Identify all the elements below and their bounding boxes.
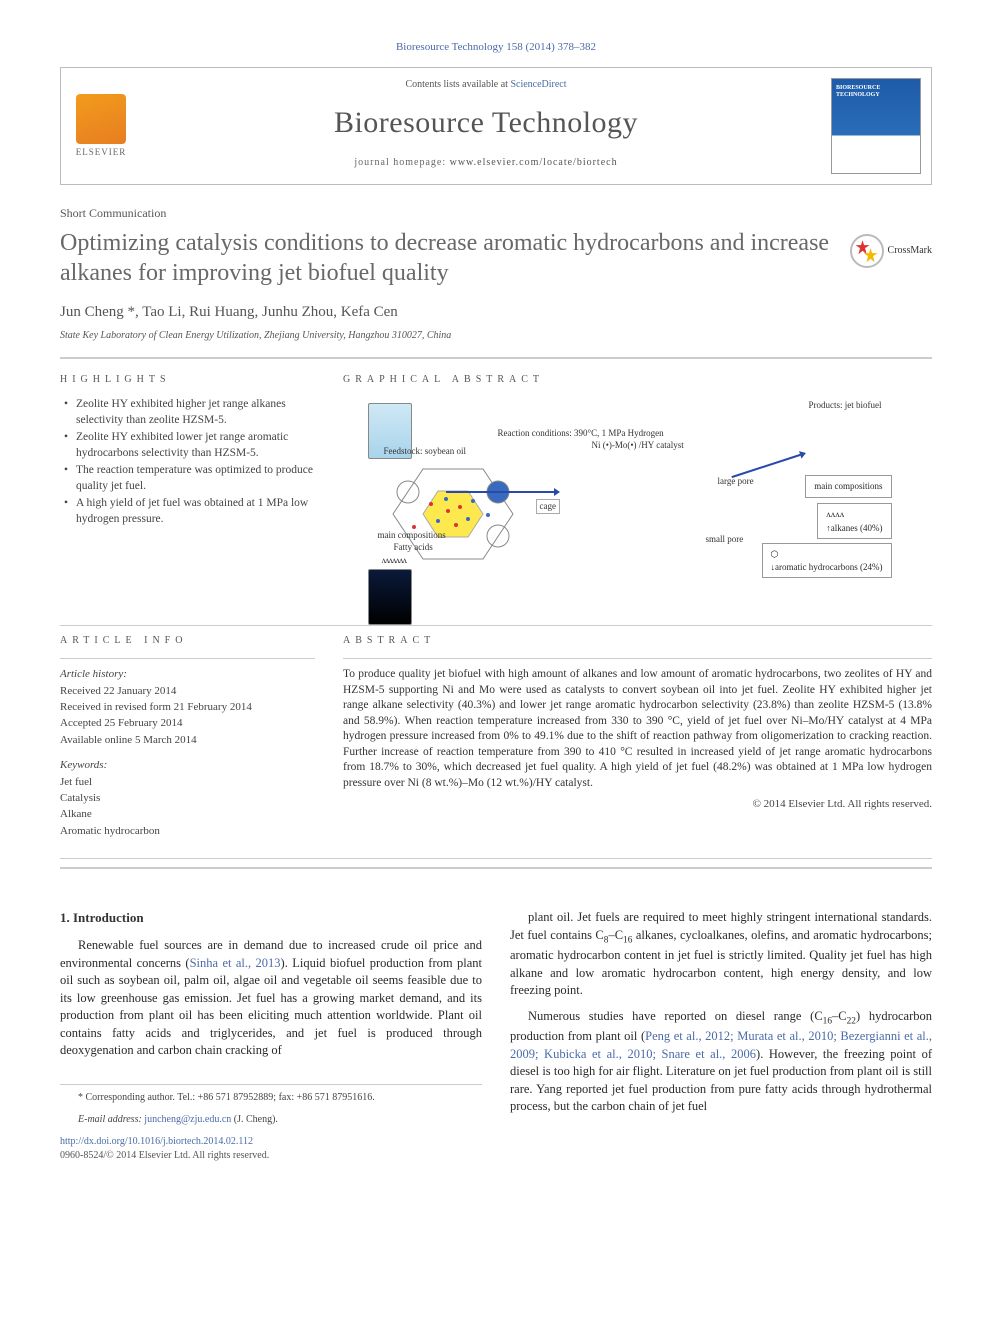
ga-feedstock-label: Feedstock: soybean oil (384, 445, 467, 458)
body-paragraph: Renewable fuel sources are in demand due… (60, 937, 482, 1060)
ga-cage-label: cage (536, 499, 560, 514)
graphical-abstract: Reaction conditions: 390°C, 1 MPa Hydrog… (343, 397, 932, 599)
ga-large-pore: large pore (718, 475, 754, 488)
journal-cover-thumb[interactable]: BIORESOURCE TECHNOLOGY (831, 78, 921, 174)
email-link[interactable]: juncheng@zju.edu.cn (144, 1114, 231, 1125)
elsevier-logo[interactable]: ELSEVIER (61, 68, 141, 184)
doi-link[interactable]: http://dx.doi.org/10.1016/j.biortech.201… (60, 1136, 253, 1147)
sciencedirect-link[interactable]: ScienceDirect (510, 79, 566, 90)
ga-main-comp: main compositions (805, 475, 891, 498)
graphical-abstract-label: GRAPHICAL ABSTRACT (343, 373, 932, 387)
highlight-item: Zeolite HY exhibited higher jet range al… (68, 397, 315, 428)
contents-available: Contents lists available at ScienceDirec… (141, 78, 831, 92)
abstract-label: ABSTRACT (343, 634, 932, 648)
footer-block: http://dx.doi.org/10.1016/j.biortech.201… (60, 1135, 482, 1163)
body-paragraph: Numerous studies have reported on diesel… (510, 1008, 932, 1116)
affiliation: State Key Laboratory of Clean Energy Uti… (60, 329, 932, 343)
section-heading: 1. Introduction (60, 909, 482, 927)
article-title: Optimizing catalysis conditions to decre… (60, 228, 834, 288)
crossmark-widget[interactable]: CrossMark (850, 234, 932, 268)
ga-alkanes: ᴧᴧᴧᴧ ↑alkanes (40%) (817, 503, 891, 539)
homepage-link[interactable]: www.elsevier.com/locate/biortech (450, 157, 618, 168)
journal-homepage: journal homepage: www.elsevier.com/locat… (141, 156, 831, 170)
highlights-label: HIGHLIGHTS (60, 373, 315, 387)
issn-copyright: 0960-8524/© 2014 Elsevier Ltd. All right… (60, 1150, 269, 1161)
crossmark-label: CrossMark (888, 244, 932, 258)
cover-title: BIORESOURCE TECHNOLOGY (832, 79, 920, 98)
highlights-list: Zeolite HY exhibited higher jet range al… (60, 397, 315, 527)
ga-product-img (368, 569, 412, 625)
journal-header: ELSEVIER Contents lists available at Sci… (60, 67, 932, 185)
ga-feedstock-comp2: Fatty acids (394, 541, 433, 554)
ga-aromatic: ⬡ ↓aromatic hydrocarbons (24%) (762, 543, 892, 578)
abstract-copyright: © 2014 Elsevier Ltd. All rights reserved… (343, 797, 932, 812)
author-list: Jun Cheng *, Tao Li, Rui Huang, Junhu Zh… (60, 302, 932, 323)
citation-line: Bioresource Technology 158 (2014) 378–38… (60, 40, 932, 55)
elsevier-label: ELSEVIER (76, 146, 127, 159)
ga-fatty-chain: ᴧᴧᴧᴧᴧᴧᴧ (382, 555, 407, 568)
footnote-block: * Corresponding author. Tel.: +86 571 87… (60, 1084, 482, 1127)
highlight-item: Zeolite HY exhibited lower jet range aro… (68, 430, 315, 461)
body-paragraph: plant oil. Jet fuels are required to mee… (510, 909, 932, 1000)
abstract-text: To produce quality jet biofuel with high… (343, 667, 932, 791)
article-history: Article history: Received 22 January 201… (60, 667, 315, 748)
journal-name: Bioresource Technology (141, 102, 831, 144)
citation-link[interactable]: Sinha et al., 2013 (190, 956, 281, 970)
ga-product-label: Products: jet biofuel (809, 399, 882, 412)
article-info-label: ARTICLE INFO (60, 634, 315, 648)
citation-link[interactable]: Peng et al., 2012; Murata et al., 2010; … (510, 1029, 932, 1061)
ga-arrow-icon (446, 491, 554, 493)
crossmark-icon (850, 234, 884, 268)
ga-catalyst-label: Ni (•)-Mo(•) /HY catalyst (592, 439, 684, 452)
corresponding-author: * Corresponding author. Tel.: +86 571 87… (60, 1091, 482, 1105)
keywords-block: Keywords: Jet fuel Catalysis Alkane Arom… (60, 758, 315, 839)
ga-arrow-icon (731, 454, 800, 478)
ga-feedstock-comp: main compositions (378, 529, 446, 542)
ga-small-pore: small pore (706, 533, 744, 546)
elsevier-tree-icon (76, 94, 126, 144)
highlight-item: The reaction temperature was optimized t… (68, 463, 315, 494)
article-type: Short Communication (60, 205, 932, 222)
highlight-item: A high yield of jet fuel was obtained at… (68, 496, 315, 527)
ga-conditions: Reaction conditions: 390°C, 1 MPa Hydrog… (498, 427, 664, 440)
